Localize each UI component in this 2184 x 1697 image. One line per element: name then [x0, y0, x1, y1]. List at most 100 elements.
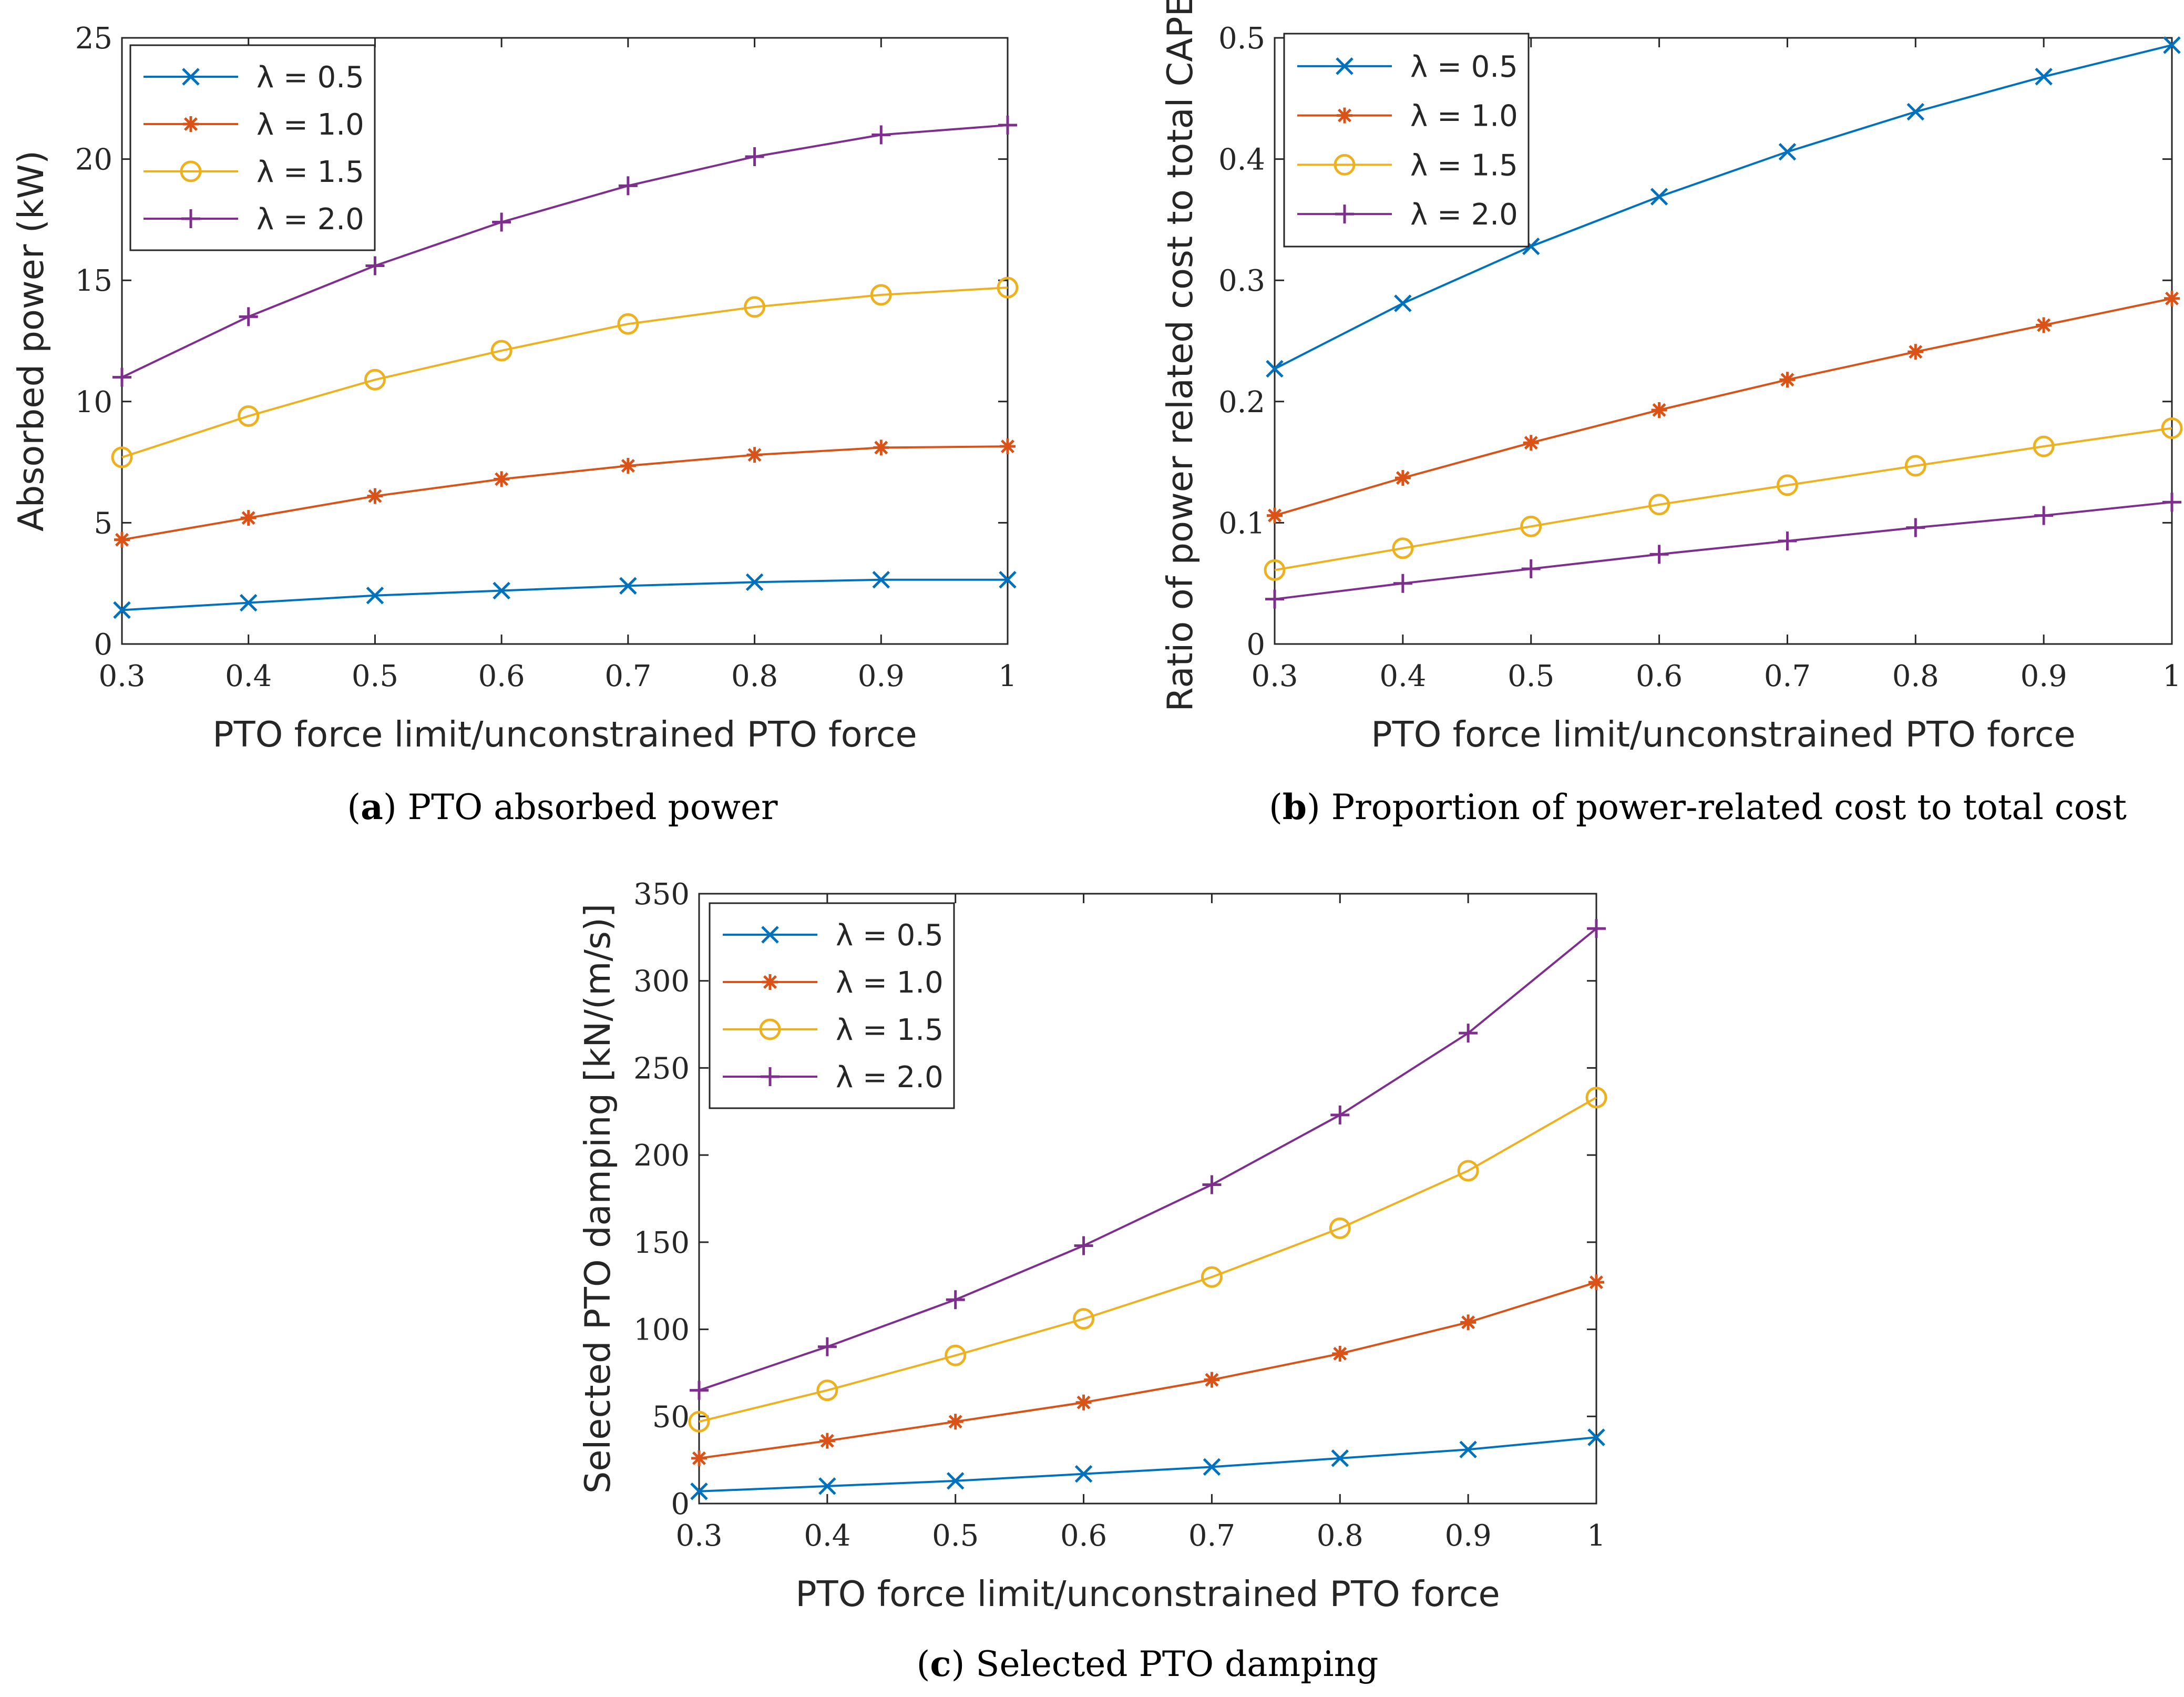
legend-marker — [182, 68, 200, 86]
y-axis-title: Ratio of power related cost to total CAP… — [1160, 0, 1201, 712]
legend-label: λ = 1.0 — [836, 966, 944, 1000]
x-tick-label: 0.7 — [1188, 1519, 1235, 1553]
x-tick-label: 0.8 — [731, 659, 778, 693]
series-line — [1274, 44, 2172, 370]
legend-marker — [1337, 107, 1352, 124]
data-point — [2034, 506, 2054, 525]
caption: (c) Selected PTO damping — [917, 1643, 1379, 1684]
x-tick-label: 0.6 — [1060, 1519, 1107, 1553]
x-axis-title: PTO force limit/unconstrained PTO force — [795, 1573, 1500, 1614]
series-1 — [113, 571, 1017, 619]
data-point — [114, 531, 130, 548]
legend-marker — [1335, 205, 1354, 224]
series-2 — [114, 438, 1016, 548]
chart-b: 0.3 0.4 0.5 0.6 0.7 0.8 0.9 1 0 0.1 0.2 0.3 0.4 0.5 PT… — [1160, 0, 2183, 827]
data-point — [745, 573, 764, 591]
data-point — [2164, 290, 2180, 306]
data-point — [1332, 1345, 1348, 1362]
legend-box — [1283, 33, 1530, 248]
caption: (b) Proportion of power-related cost to … — [1269, 786, 2127, 827]
data-point — [871, 125, 891, 145]
data-point — [2162, 493, 2181, 512]
data-point — [2163, 36, 2181, 54]
legend-box — [709, 902, 955, 1109]
data-point — [618, 176, 638, 196]
data-point — [492, 212, 511, 232]
data-point — [999, 571, 1017, 589]
y-tick-label: 0 — [671, 1487, 690, 1521]
data-point — [1904, 455, 1926, 477]
data-point — [1074, 1236, 1093, 1255]
series-1 — [690, 1428, 1605, 1500]
y-axis-title: Selected PTO damping [kN/(m/s)] — [577, 904, 618, 1494]
data-point — [238, 405, 260, 427]
series-line — [699, 1281, 1597, 1459]
y-tick-label: 0 — [1246, 628, 1265, 662]
data-point — [947, 1414, 963, 1430]
legend-label: λ = 1.5 — [836, 1013, 944, 1047]
data-point — [1073, 1308, 1095, 1330]
data-point — [997, 277, 1019, 299]
data-point — [1393, 574, 1412, 593]
chart-c: 0.3 0.4 0.5 0.6 0.7 0.8 0.9 1 0 50 100 150 200 250 300… — [577, 877, 1607, 1684]
y-tick-label: 0.3 — [1218, 264, 1265, 298]
data-point — [2035, 68, 2053, 86]
data-point — [744, 296, 766, 318]
series-3 — [688, 1087, 1607, 1433]
y-tick-label: 150 — [633, 1226, 690, 1260]
x-tick-label: 0.4 — [1379, 659, 1426, 693]
data-point — [239, 307, 258, 326]
data-point — [1000, 438, 1016, 455]
series-line — [1274, 297, 2172, 517]
data-point — [1648, 494, 1670, 516]
data-point — [819, 1433, 835, 1449]
data-point — [494, 471, 510, 487]
x-tick-label: 0.5 — [1508, 659, 1554, 693]
data-point — [1778, 142, 1797, 161]
data-point — [2033, 435, 2055, 457]
data-point — [746, 447, 763, 463]
y-tick-label: 25 — [75, 22, 112, 56]
data-point — [690, 1483, 708, 1500]
data-point — [1521, 559, 1541, 579]
data-point — [1587, 919, 1606, 938]
series-line — [121, 287, 1008, 458]
legend-label: λ = 0.5 — [1410, 50, 1518, 84]
legend-label: λ = 0.5 — [836, 918, 944, 953]
legend-label: λ = 2.0 — [836, 1060, 944, 1095]
data-point — [365, 256, 385, 275]
legend-label: λ = 1.5 — [257, 155, 364, 189]
data-point — [1265, 589, 1284, 609]
data-point — [1778, 531, 1797, 550]
x-tick-label: 0.9 — [858, 659, 905, 693]
data-point — [1523, 435, 1539, 451]
data-point — [1587, 1428, 1605, 1446]
legend: λ = 0.5 λ = 1.0 λ = 1.5 λ = 2.0 — [129, 44, 376, 251]
data-point — [1330, 1105, 1350, 1124]
data-point — [1264, 559, 1286, 581]
data-point — [1649, 545, 1669, 564]
data-point — [112, 367, 131, 387]
data-point — [490, 340, 512, 362]
data-point — [1266, 360, 1284, 378]
data-point — [816, 1379, 838, 1402]
legend-label: λ = 1.0 — [1410, 99, 1518, 134]
data-point — [946, 1290, 965, 1310]
data-point — [1395, 470, 1411, 486]
x-tick-label: 0.5 — [352, 659, 398, 693]
x-tick-label: 0.6 — [478, 659, 525, 693]
x-tick-label: 1 — [1587, 1519, 1606, 1553]
series-line — [699, 1436, 1597, 1492]
series-line — [121, 445, 1008, 541]
y-tick-label: 20 — [75, 143, 112, 177]
series-line — [121, 578, 1008, 611]
data-point — [1588, 1274, 1604, 1291]
y-tick-label: 0.4 — [1218, 143, 1265, 177]
x-tick-label: 0.5 — [932, 1519, 979, 1553]
caption: (a) PTO absorbed power — [347, 786, 778, 827]
data-point — [1457, 1160, 1479, 1182]
y-tick-label: 200 — [633, 1139, 690, 1173]
data-point — [1201, 1266, 1223, 1288]
x-tick-label: 0.3 — [1251, 659, 1298, 693]
